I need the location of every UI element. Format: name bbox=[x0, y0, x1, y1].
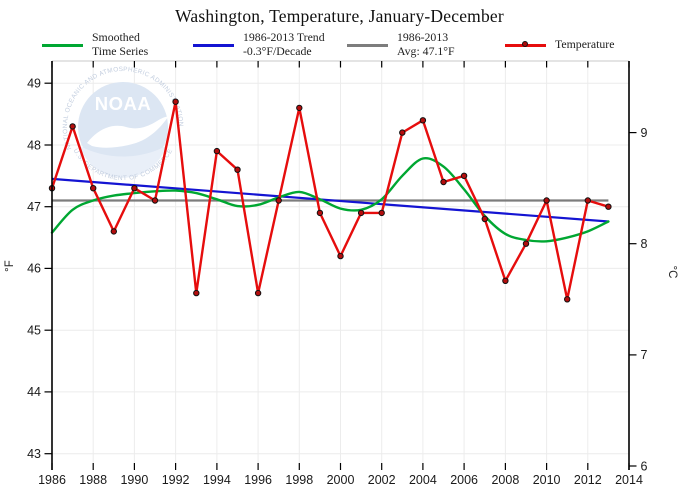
left-axis-tick-label: 45 bbox=[27, 324, 41, 338]
temperature-line bbox=[50, 100, 610, 301]
data-point-marker bbox=[584, 197, 591, 204]
data-point-marker bbox=[110, 228, 118, 235]
x-axis-tick-label: 2012 bbox=[574, 473, 602, 487]
x-axis-tick-label: 1992 bbox=[162, 473, 190, 487]
data-point-marker bbox=[605, 203, 612, 210]
x-axis-tick-label: 2008 bbox=[491, 473, 519, 487]
right-axis-tick-label: 9 bbox=[641, 126, 648, 140]
legend-item-temperature: Temperature bbox=[505, 29, 614, 61]
legend-swatch-temperature bbox=[505, 41, 546, 47]
x-axis-tick-label: 1998 bbox=[285, 473, 313, 487]
tick-marks bbox=[44, 61, 637, 470]
left-axis-tick-label: 49 bbox=[27, 77, 41, 91]
legend-swatch-trend bbox=[193, 43, 234, 47]
data-point-marker bbox=[564, 296, 571, 303]
data-point-marker bbox=[378, 209, 385, 217]
temperature-markers bbox=[48, 98, 612, 303]
data-point-marker bbox=[316, 209, 324, 217]
data-point-marker bbox=[522, 240, 530, 247]
smoothed-line bbox=[50, 157, 610, 243]
x-axis-tick-label: 1990 bbox=[120, 473, 148, 487]
trend-line bbox=[51, 177, 609, 223]
legend-item-smoothed: Smoothed Time Series bbox=[42, 29, 148, 61]
legend-item-trend: 1986-2013 Trend -0.3°F/Decade bbox=[193, 29, 325, 61]
marker-dot-icon bbox=[522, 41, 528, 47]
left-axis-tick-label: 48 bbox=[27, 138, 41, 152]
data-point-marker bbox=[460, 172, 468, 180]
x-axis-tick-label: 2010 bbox=[533, 473, 561, 487]
data-point-marker bbox=[399, 129, 406, 136]
x-axis-tick-label: 2000 bbox=[327, 473, 355, 487]
x-axis-tick-label: 1994 bbox=[203, 473, 231, 487]
left-axis-tick-label: 46 bbox=[27, 262, 41, 276]
data-point-marker bbox=[90, 185, 97, 192]
data-point-marker bbox=[131, 185, 138, 192]
legend-swatch-smoothed bbox=[42, 43, 83, 47]
tick-labels: 43 44 45 46 47 48 49 6 7 8 9 1986 1988 1990 1992 1994 19… bbox=[27, 77, 647, 488]
legend-label-temperature: Temperature bbox=[555, 37, 615, 52]
right-axis-tick-label: 8 bbox=[641, 237, 648, 251]
data-point-marker bbox=[234, 166, 241, 173]
legend-label-average: 1986-2013 Avg: 47.1°F bbox=[397, 30, 455, 58]
data-point-marker bbox=[275, 197, 282, 204]
data-point-marker bbox=[357, 209, 365, 217]
x-axis-tick-label: 2002 bbox=[368, 473, 396, 487]
left-axis-tick-label: 44 bbox=[27, 385, 41, 399]
right-axis-tick-label: 7 bbox=[641, 348, 648, 362]
x-axis-tick-label: 2006 bbox=[450, 473, 478, 487]
x-axis-tick-label: 1988 bbox=[79, 473, 107, 487]
x-axis-tick-label: 2004 bbox=[409, 473, 437, 487]
right-axis-unit-label: °C bbox=[666, 266, 678, 279]
legend: Smoothed Time Series 1986-2013 Trend -0.3°… bbox=[0, 29, 679, 61]
legend-label-smoothed: Smoothed Time Series bbox=[92, 30, 149, 58]
data-point-marker bbox=[419, 117, 427, 124]
legend-swatch-average bbox=[347, 43, 388, 47]
data-point-marker bbox=[337, 252, 344, 260]
x-axis-tick-label: 1986 bbox=[38, 473, 66, 487]
right-axis-tick-label: 6 bbox=[641, 459, 648, 473]
data-point-marker bbox=[481, 215, 488, 223]
data-point-marker bbox=[296, 104, 303, 112]
left-axis-unit-label: °F bbox=[4, 260, 16, 272]
data-point-marker bbox=[254, 289, 262, 297]
data-point-marker bbox=[172, 98, 179, 105]
legend-label-trend: 1986-2013 Trend -0.3°F/Decade bbox=[243, 30, 325, 58]
left-axis-tick-label: 47 bbox=[27, 200, 41, 214]
x-axis-tick-label: 2014 bbox=[615, 473, 643, 487]
data-point-marker bbox=[502, 277, 509, 284]
legend-item-average: 1986-2013 Avg: 47.1°F bbox=[347, 29, 455, 61]
data-point-marker bbox=[543, 197, 550, 204]
data-point-marker bbox=[193, 289, 200, 297]
data-point-marker bbox=[213, 147, 221, 155]
data-point-marker bbox=[69, 123, 76, 130]
left-axis-tick-label: 43 bbox=[27, 447, 41, 461]
svg-text:NOAA: NOAA bbox=[95, 93, 151, 114]
x-axis-tick-label: 1996 bbox=[244, 473, 272, 487]
data-point-marker bbox=[151, 197, 159, 204]
page-title: Washington, Temperature, January-Decembe… bbox=[175, 6, 504, 26]
data-point-marker bbox=[440, 178, 447, 186]
